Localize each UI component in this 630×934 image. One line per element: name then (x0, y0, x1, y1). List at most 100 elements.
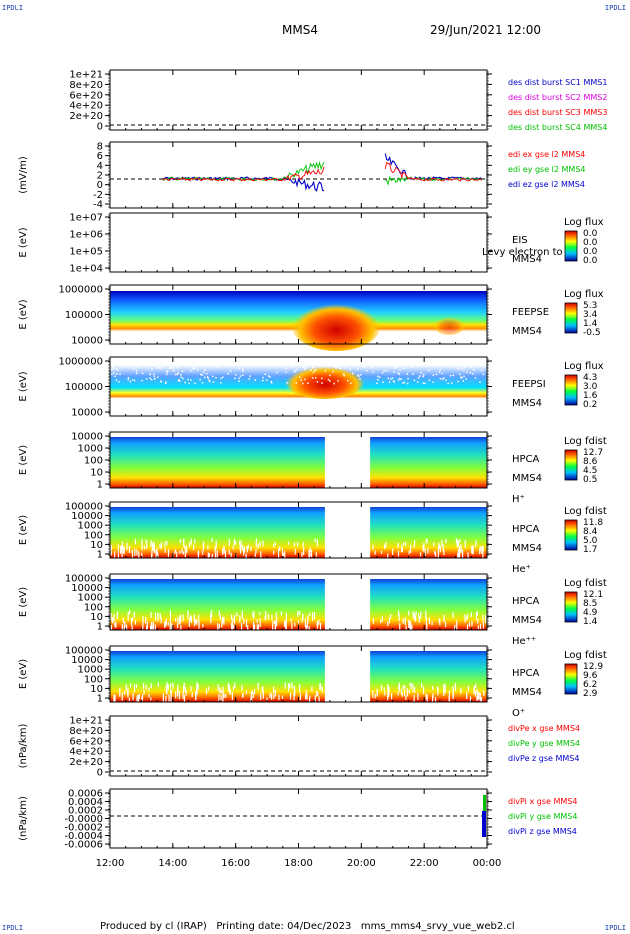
noise-speck (471, 366, 473, 369)
noise-speck (443, 691, 445, 696)
legend-entry: divPi z gse MMS4 (508, 827, 577, 836)
noise-speck (459, 539, 461, 543)
y-tick-label: 1 (97, 480, 103, 491)
noise-speck (116, 613, 118, 620)
noise-speck (173, 369, 175, 372)
noise-speck (131, 625, 133, 630)
noise-speck (456, 366, 458, 369)
noise-speck (145, 378, 148, 380)
noise-speck (177, 372, 180, 374)
noise-speck (197, 552, 199, 560)
noise-speck (304, 367, 306, 369)
noise-speck (299, 693, 301, 700)
noise-speck (402, 542, 405, 546)
noise-speck (262, 376, 264, 379)
noise-speck (284, 551, 286, 559)
noise-speck (123, 625, 125, 634)
noise-speck (138, 551, 140, 558)
noise-speck (473, 369, 475, 371)
noise-speck (218, 693, 220, 702)
noise-speck (285, 371, 287, 374)
noise-speck (413, 543, 415, 548)
noise-speck (463, 369, 465, 371)
y-tick-label: -2 (93, 190, 103, 201)
noise-speck (128, 545, 131, 553)
y-axis-label: E (eV) (18, 371, 29, 401)
noise-speck (113, 614, 115, 622)
noise-speck (452, 689, 454, 698)
noise-speck (167, 684, 169, 690)
noise-speck (134, 548, 136, 556)
noise-speck (410, 549, 412, 553)
noise-speck (378, 376, 381, 378)
noise-speck (464, 539, 466, 549)
noise-speck (441, 539, 443, 547)
y-tick-label: 1e+07 (69, 213, 103, 224)
legend-entry: edi ez gse l2 MMS4 (508, 180, 585, 189)
noise-speck (280, 611, 283, 616)
noise-speck (207, 686, 210, 691)
noise-speck (164, 621, 167, 627)
noise-speck (114, 622, 116, 627)
noise-speck (219, 614, 221, 620)
y-axis-label: (nPa/km) (18, 724, 29, 769)
noise-speck (220, 377, 222, 380)
noise-speck (381, 372, 384, 374)
colorbar-tick-label: 12.7 (583, 448, 603, 458)
noise-speck (336, 365, 338, 368)
noise-speck (192, 367, 194, 370)
noise-speck (466, 616, 468, 621)
noise-speck (387, 684, 389, 692)
noise-speck (111, 366, 114, 369)
y-tick-label: 2e+20 (69, 757, 103, 768)
noise-speck (282, 552, 285, 557)
noise-speck (233, 615, 236, 624)
noise-speck (432, 693, 434, 698)
noise-speck (228, 538, 230, 547)
noise-speck (401, 692, 403, 697)
noise-speck (374, 550, 376, 555)
noise-speck (230, 552, 232, 557)
noise-speck (462, 380, 465, 382)
y-tick-label: 10 (90, 540, 103, 551)
noise-speck (273, 694, 275, 700)
noise-speck (287, 683, 290, 692)
noise-speck (260, 551, 262, 561)
noise-speck (238, 380, 240, 383)
noise-speck (461, 376, 463, 379)
noise-speck (127, 691, 129, 698)
noise-speck (170, 697, 172, 703)
colorbar (564, 230, 578, 262)
x-tick-label: 22:00 (410, 858, 439, 869)
noise-speck (160, 381, 162, 383)
noise-speck (196, 618, 198, 625)
y-tick-label: 100000 (65, 574, 103, 585)
noise-speck (314, 695, 316, 703)
noise-speck (205, 688, 208, 695)
noise-speck (129, 610, 131, 614)
noise-speck (220, 689, 222, 694)
noise-speck (182, 551, 184, 555)
noise-speck (247, 544, 249, 549)
noise-speck (456, 539, 458, 548)
noise-speck (365, 369, 368, 372)
noise-speck (230, 614, 233, 621)
panel-label: HPCA (512, 596, 540, 607)
noise-speck (274, 620, 277, 630)
panel-label: MMS4 (512, 615, 542, 626)
noise-speck (418, 613, 420, 618)
noise-speck (294, 548, 296, 555)
noise-speck (164, 621, 166, 628)
noise-speck (198, 619, 200, 629)
y-tick-label: 1000 (78, 665, 103, 676)
noise-speck (452, 366, 454, 368)
noise-speck (155, 549, 157, 559)
y-tick-label: 1000 (78, 593, 103, 604)
noise-speck (477, 625, 479, 629)
noise-speck (364, 366, 366, 368)
spectrogram (370, 507, 487, 558)
noise-speck (310, 369, 312, 371)
colorbar-title: Log flux (564, 217, 604, 228)
noise-speck (228, 684, 230, 693)
y-tick-label: 6 (97, 151, 103, 162)
